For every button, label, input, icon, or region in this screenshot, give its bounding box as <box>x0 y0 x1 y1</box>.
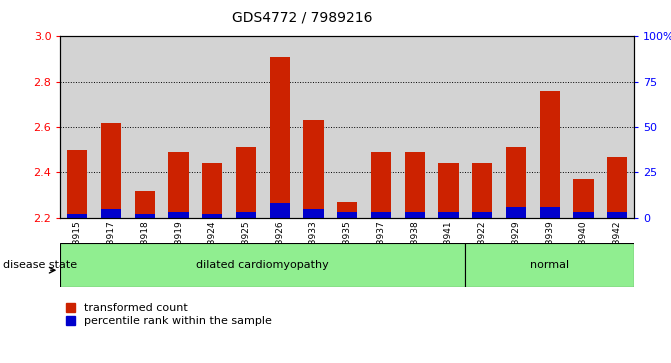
Bar <box>303 120 323 218</box>
Bar <box>607 212 627 218</box>
Bar <box>270 57 290 218</box>
Bar <box>539 207 560 218</box>
Bar <box>236 212 256 218</box>
Bar <box>573 179 594 218</box>
Text: GDS4772 / 7989216: GDS4772 / 7989216 <box>231 11 372 25</box>
Bar <box>236 147 256 218</box>
Bar <box>135 214 155 218</box>
Bar <box>466 243 634 287</box>
Bar <box>270 203 290 218</box>
Bar <box>202 214 222 218</box>
Bar <box>472 212 493 218</box>
Legend: transformed count, percentile rank within the sample: transformed count, percentile rank withi… <box>66 303 272 326</box>
Bar <box>607 156 627 218</box>
Bar <box>168 152 189 218</box>
Bar <box>168 212 189 218</box>
Bar <box>371 212 391 218</box>
Bar <box>60 243 466 287</box>
Bar <box>539 91 560 218</box>
Text: dilated cardiomyopathy: dilated cardiomyopathy <box>197 260 329 270</box>
Bar <box>101 209 121 218</box>
Text: normal: normal <box>530 260 569 270</box>
Bar <box>303 209 323 218</box>
Bar <box>67 150 87 218</box>
Bar <box>472 163 493 218</box>
Bar <box>202 163 222 218</box>
Bar <box>135 191 155 218</box>
Bar <box>405 212 425 218</box>
Text: disease state: disease state <box>3 260 77 270</box>
Bar <box>573 212 594 218</box>
Bar <box>438 163 458 218</box>
Bar <box>506 207 526 218</box>
Bar <box>337 212 358 218</box>
Bar <box>371 152 391 218</box>
Bar <box>101 123 121 218</box>
Bar <box>438 212 458 218</box>
Bar <box>337 202 358 218</box>
Bar <box>506 147 526 218</box>
Bar <box>67 214 87 218</box>
Bar <box>405 152 425 218</box>
